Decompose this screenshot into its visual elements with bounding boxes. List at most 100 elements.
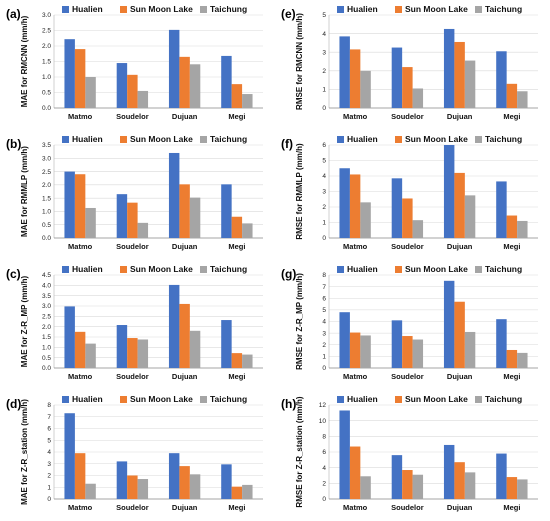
y-tick-label: 6: [322, 449, 326, 456]
bar-hualien-megi: [221, 464, 232, 499]
x-tick-label: Dujuan: [447, 503, 473, 512]
y-tick-label: 1: [322, 354, 326, 361]
bar-hualien-dujuan: [443, 280, 455, 368]
bar-sun-moon-lake-dujuan: [454, 301, 465, 368]
bar-taichung-megi: [242, 223, 253, 238]
bar-sun-moon-lake-soudelor: [402, 67, 413, 108]
y-tick-label: 3.0: [42, 12, 51, 19]
x-tick-label: Matmo: [343, 503, 368, 512]
bar-taichung-matmo: [85, 483, 96, 499]
legend-label-hualien: Hualien: [347, 394, 378, 404]
bar-taichung-soudelor: [412, 220, 424, 238]
y-tick-label: 12: [319, 402, 327, 409]
x-tick-label: Soudelor: [116, 503, 149, 512]
legend-swatch-taichung: [200, 6, 207, 13]
y-tick-label: 6: [322, 295, 326, 302]
x-tick-label: Dujuan: [172, 503, 198, 512]
y-tick-label: 5: [322, 12, 326, 19]
bar-sun-moon-lake-soudelor: [402, 336, 413, 368]
bar-sun-moon-lake-dujuan: [454, 172, 465, 238]
bar-hualien-matmo: [339, 168, 350, 238]
bar-taichung-matmo: [360, 476, 371, 499]
y-tick-label: 7: [47, 414, 51, 421]
bar-taichung-matmo: [360, 335, 371, 368]
legend-label-sun-moon-lake: Sun Moon Lake: [130, 4, 193, 14]
bar-hualien-dujuan: [168, 152, 180, 238]
bar-hualien-megi: [496, 453, 507, 499]
x-tick-label: Megi: [228, 372, 245, 381]
bar-hualien-matmo: [64, 39, 75, 108]
legend-label-taichung: Taichung: [485, 264, 522, 274]
y-tick-label: 1.5: [42, 334, 51, 341]
bar-hualien-dujuan: [168, 453, 180, 499]
x-tick-label: Dujuan: [447, 242, 473, 251]
y-tick-label: 2.0: [42, 324, 51, 331]
bar-sun-moon-lake-soudelor: [127, 74, 138, 108]
legend-swatch-hualien: [337, 266, 344, 273]
x-tick-label: Matmo: [343, 372, 368, 381]
y-tick-label: 4.5: [42, 272, 51, 279]
bar-taichung-dujuan: [464, 472, 476, 499]
bar-taichung-dujuan: [189, 330, 201, 368]
legend-swatch-sun-moon-lake: [120, 6, 127, 13]
legend-swatch-hualien: [62, 396, 69, 403]
bar-hualien-dujuan: [168, 284, 180, 368]
bar-hualien-dujuan: [443, 145, 455, 238]
legend-swatch-sun-moon-lake: [120, 396, 127, 403]
y-tick-label: 3.5: [42, 142, 51, 149]
legend-label-hualien: Hualien: [347, 134, 378, 144]
x-tick-label: Megi: [228, 112, 245, 121]
legend-label-sun-moon-lake: Sun Moon Lake: [405, 394, 468, 404]
bar-hualien-soudelor: [391, 455, 403, 499]
y-axis-label: MAE for RMCNN (mm/h): [20, 15, 29, 107]
y-tick-label: 4: [322, 319, 326, 326]
bar-sun-moon-lake-megi: [231, 216, 243, 238]
bar-taichung-dujuan: [464, 331, 476, 368]
y-tick-label: 6: [322, 142, 326, 149]
bar-taichung-matmo: [360, 202, 371, 238]
legend-label-taichung: Taichung: [485, 4, 522, 14]
bar-taichung-dujuan: [464, 60, 476, 108]
bar-sun-moon-lake-megi: [506, 477, 518, 499]
legend-label-hualien: Hualien: [72, 264, 103, 274]
y-tick-label: 1.5: [42, 195, 51, 202]
y-tick-label: 0.5: [42, 355, 51, 362]
y-tick-label: 7: [322, 284, 326, 291]
y-tick-label: 1.0: [42, 74, 51, 81]
x-tick-label: Matmo: [343, 112, 368, 121]
x-tick-label: Dujuan: [172, 372, 198, 381]
bar-hualien-matmo: [339, 36, 350, 108]
panel-label: (e): [281, 7, 296, 21]
panel-label: (b): [6, 137, 21, 151]
bar-taichung-dujuan: [189, 64, 201, 108]
bar-taichung-soudelor: [412, 88, 424, 108]
y-tick-label: 3.0: [42, 303, 51, 310]
bar-taichung-soudelor: [412, 339, 424, 368]
bar-taichung-megi: [242, 94, 253, 108]
y-tick-label: 8: [47, 402, 51, 409]
legend-swatch-hualien: [62, 6, 69, 13]
panel-f: (f) RMSE for RMMLP (mm/h) 0 1 2 3 4 5 6 Matmo Soud…: [281, 134, 538, 251]
bar-hualien-megi: [221, 320, 232, 368]
y-tick-label: 8: [322, 434, 326, 441]
y-tick-label: 2.5: [42, 28, 51, 35]
x-tick-label: Megi: [228, 242, 245, 251]
legend-label-taichung: Taichung: [485, 134, 522, 144]
x-tick-label: Soudelor: [391, 372, 424, 381]
legend-swatch-sun-moon-lake: [395, 6, 402, 13]
y-tick-label: 0: [322, 105, 326, 112]
x-tick-label: Dujuan: [172, 242, 198, 251]
bar-sun-moon-lake-matmo: [74, 174, 86, 238]
bar-taichung-megi: [242, 354, 253, 368]
bar-hualien-matmo: [339, 410, 350, 499]
panel-label: (d): [6, 397, 21, 411]
bar-sun-moon-lake-matmo: [74, 331, 86, 368]
y-axis-label: MAE for RMMLP (mm/h): [20, 146, 29, 237]
legend-label-hualien: Hualien: [72, 4, 103, 14]
y-tick-label: 0.0: [42, 235, 51, 242]
legend-label-taichung: Taichung: [210, 394, 247, 404]
y-tick-label: 4: [322, 31, 326, 38]
bar-sun-moon-lake-matmo: [349, 174, 361, 238]
panel-label: (a): [6, 7, 21, 21]
